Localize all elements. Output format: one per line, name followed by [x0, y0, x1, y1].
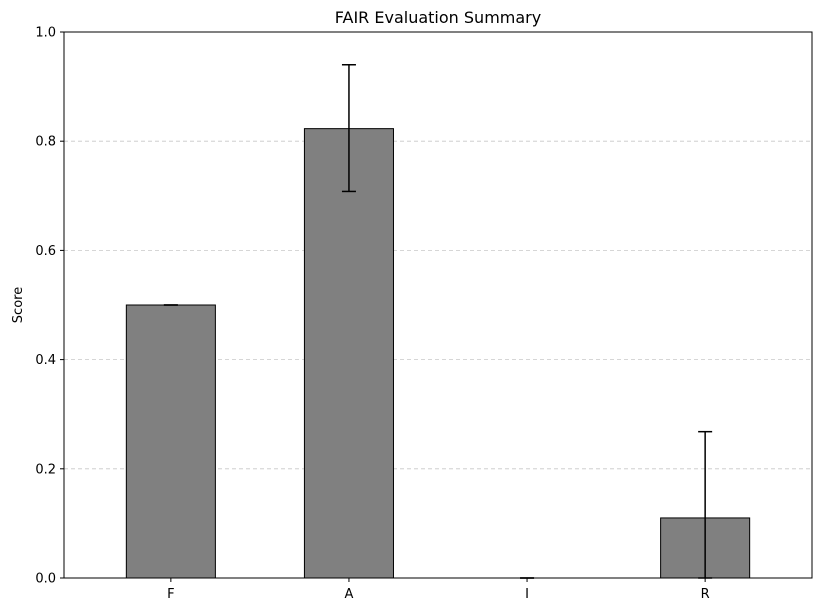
- y-tick-label: 0.4: [35, 353, 56, 368]
- y-tick-label: 0.2: [35, 462, 56, 477]
- x-tick-label: I: [525, 587, 529, 602]
- grid-lines: [64, 140, 812, 470]
- x-tick-label: A: [344, 587, 353, 602]
- y-tick-label: 0.0: [35, 572, 56, 587]
- x-tick-label: R: [701, 587, 710, 602]
- plot-frame: [63, 31, 813, 579]
- x-tick-label: F: [167, 587, 174, 602]
- bar-A: [303, 128, 394, 579]
- y-axis-label: Score: [11, 287, 26, 323]
- bars: [125, 128, 751, 579]
- error-bars: [163, 64, 713, 579]
- y-tick-label: 0.8: [35, 135, 56, 150]
- y-tick-label: 1.0: [35, 26, 56, 41]
- y-tick-label: 0.6: [35, 244, 56, 259]
- chart-title: FAIR Evaluation Summary: [335, 8, 541, 27]
- bar-F: [125, 304, 216, 579]
- y-axis-ticks: 0.0 0.2 0.4 0.6 0.8 1.0: [35, 26, 64, 587]
